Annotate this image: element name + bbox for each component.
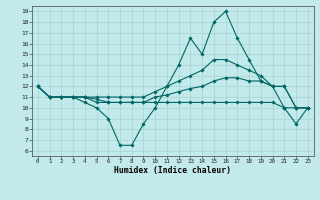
X-axis label: Humidex (Indice chaleur): Humidex (Indice chaleur) bbox=[114, 166, 231, 175]
